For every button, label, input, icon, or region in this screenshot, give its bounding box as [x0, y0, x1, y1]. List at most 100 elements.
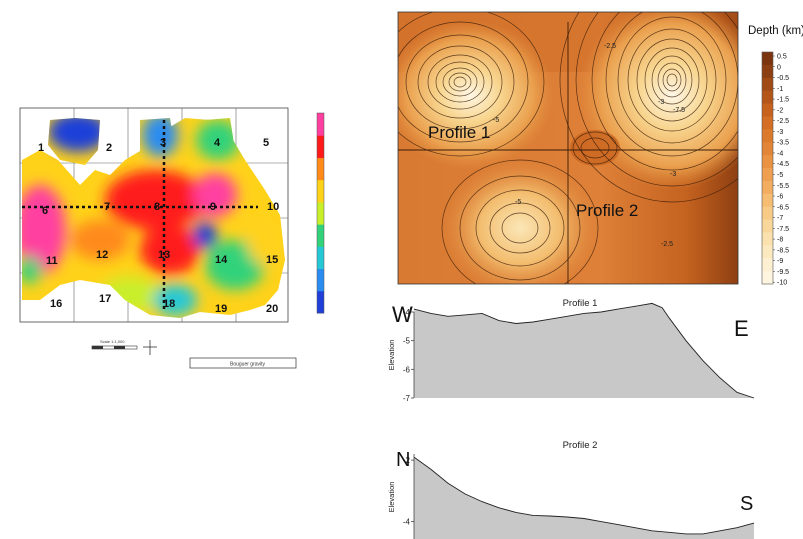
grid-label: 2 [106, 142, 112, 154]
grid-label: 12 [96, 249, 108, 261]
contour-ring [398, 21, 529, 143]
depth-colorbar-swatch [762, 77, 773, 92]
contour-label: -2.5 [661, 241, 673, 248]
map-colorbar-swatch [317, 157, 324, 181]
map-frame [19, 107, 289, 323]
contour-ring [448, 72, 472, 92]
depth-colorbar-swatch [762, 193, 773, 208]
grid-label: 1 [38, 142, 44, 154]
map-colorbar [316, 112, 325, 314]
depth-tick-label: 0.5 [777, 54, 787, 61]
depth-tick-label: -7 [777, 215, 783, 222]
map-legend-box [189, 357, 297, 369]
contour-value-labels: -2.5 -3 -5 -7.5 -5 -3 -2.5 [493, 43, 685, 248]
depth-colorbar-swatch [762, 129, 773, 143]
grid-label: 13 [158, 249, 170, 261]
depth-tick-label: -2.5 [777, 118, 789, 125]
contour-label: -3 [670, 171, 676, 178]
depth-tick-label: -0.5 [777, 75, 789, 82]
depth-tick-label: 0 [777, 64, 781, 71]
depth-tick-label: -5.5 [777, 183, 789, 190]
contour-ring [662, 68, 682, 92]
depth-colorbar-swatch [762, 116, 773, 130]
grid-label: 19 [215, 303, 227, 315]
north-arrow-icon [143, 340, 157, 355]
depth-tick-label: -1.5 [777, 97, 789, 104]
contour-ring [651, 55, 693, 105]
profile-title: Profile 1 [563, 298, 598, 309]
depth-colorbar-swatch [762, 258, 773, 272]
contour-label: -7.5 [673, 107, 685, 114]
depth-colorbar-swatch [762, 168, 773, 182]
contour-ring [441, 159, 599, 284]
grid-labels: 1 2 3 4 5 6 7 8 9 10 11 12 13 14 15 16 1… [38, 137, 279, 315]
map-colorbar-swatch [317, 113, 324, 136]
contour-ring [453, 76, 467, 88]
map-colorbar-swatch [317, 246, 324, 270]
depth-colorbar-swatch [762, 90, 773, 104]
profile-ytick: -2 [403, 456, 411, 465]
depth-colorbar-swatch [762, 155, 773, 169]
profile-ylabel: Elevation [387, 482, 396, 513]
map-colorbar-swatch [317, 290, 324, 314]
grid-label: 11 [46, 255, 58, 267]
map-colorbar-swatch [317, 268, 324, 292]
depth-tick-label: -3 [777, 129, 783, 136]
contour-label: -2.5 [604, 43, 616, 50]
contour-ring [657, 62, 687, 98]
profile-line [413, 302, 755, 399]
depth-colorbar-swatch [762, 142, 773, 156]
depth-colorbar-swatch [762, 103, 773, 117]
contour-ring [591, 12, 738, 171]
profile-ytick: -4 [403, 308, 411, 317]
grid-label: 14 [215, 254, 228, 266]
grid-label: 8 [154, 201, 160, 213]
depth-colorbar-swatch [762, 232, 773, 246]
svg-text:Scale 1:1,000: Scale 1:1,000 [100, 339, 125, 344]
depth-tick-label: -8.5 [777, 247, 789, 254]
depth-colorbar-swatch [762, 245, 773, 259]
contour-ring [636, 38, 708, 122]
contour-ring [405, 34, 515, 130]
depth-tick-label: -6.5 [777, 204, 789, 211]
contour-ring [580, 137, 610, 159]
depth-contour-map: Profile 1 Profile 2 -2.5 -3 -5 -7.5 -5 -… [397, 11, 803, 287]
grid-label: 6 [42, 205, 48, 217]
map-legend-text: Bouguer gravity [230, 362, 266, 368]
depth-tick-label: -2 [777, 107, 783, 114]
contour-label: -5 [515, 199, 521, 206]
profile1-end-label: E [734, 316, 749, 341]
scale-bar: Scale 1:1,000 [91, 339, 138, 350]
profile2-end-label: S [740, 493, 753, 515]
profile-area [414, 303, 754, 398]
depth-title: Depth (km) [748, 25, 803, 37]
depth-colorbar-swatch [762, 219, 773, 233]
depth-colorbar-swatch [762, 271, 773, 285]
profile-ytick: -5 [403, 337, 411, 346]
grid-label: 9 [210, 201, 216, 213]
profile2-label: Profile 2 [576, 201, 638, 220]
contour-ring [475, 189, 565, 267]
grid-label: 10 [267, 201, 279, 213]
depth-colorbar: 0.5 0 -0.5 -1 -1.5 -2 -2.5 -3 -3.5 -4 -4.5 -5 -5.5 -6… [761, 51, 789, 287]
depth-colorbar-swatch [762, 64, 773, 79]
profile-charts: Profile 1 -4 -5 -6 -7 Elevation W E Profile 2 -2… [387, 298, 755, 539]
grid-label: 20 [266, 303, 278, 315]
map-colorbar-swatch [317, 224, 324, 247]
contour-lines [398, 12, 738, 284]
depth-colorbar-swatch [762, 180, 773, 195]
profile1-label: Profile 1 [428, 123, 490, 142]
contour-ring [644, 47, 700, 113]
depth-tick-label: -10 [777, 280, 787, 287]
profile1-start-label: W [392, 302, 413, 327]
contour-ring [666, 73, 678, 87]
profile-line [413, 456, 755, 535]
contour-ring [459, 175, 581, 281]
gravity-map: 1 2 3 4 5 6 7 8 9 10 11 12 13 14 15 16 1… [19, 107, 325, 369]
grid-label: 16 [50, 298, 62, 310]
contour-ring [572, 131, 618, 165]
depth-tick-label: -1 [777, 86, 783, 93]
map-colorbar-swatch [317, 135, 324, 158]
contour-ring [442, 67, 478, 97]
depth-tick-label: -9 [777, 258, 783, 265]
